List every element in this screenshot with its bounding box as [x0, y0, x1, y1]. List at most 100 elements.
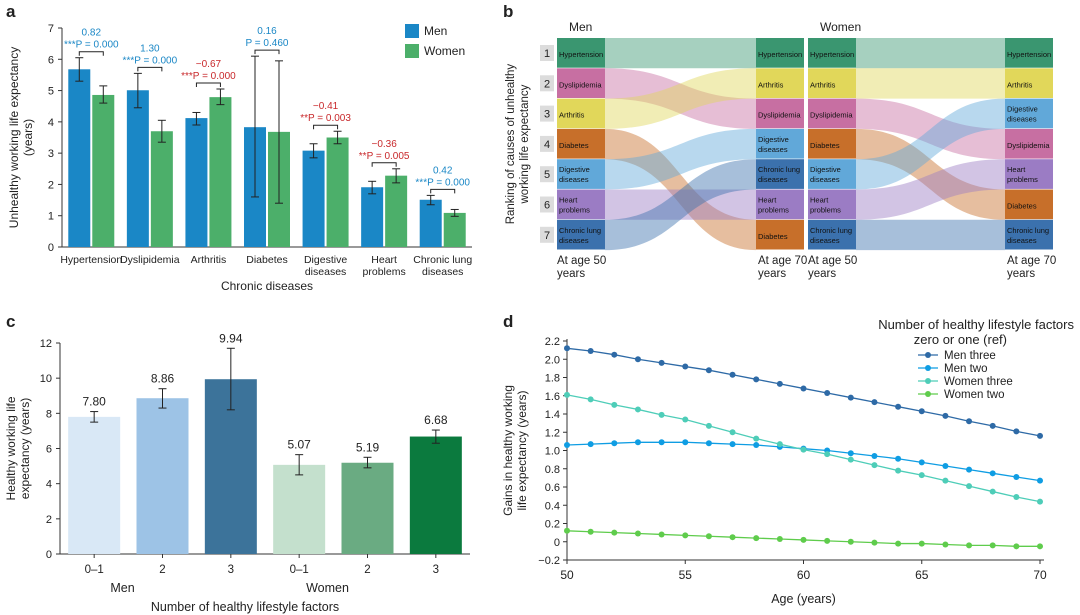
data-point [776, 536, 783, 543]
panel-label-d: d [503, 312, 514, 331]
data-point [753, 435, 760, 442]
data-point [871, 399, 878, 406]
data-point [895, 540, 902, 547]
chart-d-gains-lines: −0.2 0 0.2 0.4 0.6 0.8 1.0 1.2 1.4 1.6 1.8 2.0 2.2 50… [501, 317, 1074, 606]
rank-cell-label: Heart [810, 196, 829, 205]
y-tick-label: 1.8 [545, 373, 560, 385]
age-start-label: At age 50 [557, 255, 606, 267]
rank-cell-label: Diabetes [1007, 202, 1037, 211]
data-point [1037, 477, 1043, 484]
rank-cell [756, 159, 804, 189]
y-axis-title-line: Ranking of causes of unhealthy [505, 64, 517, 225]
data-point [564, 391, 570, 398]
data-point [1037, 543, 1043, 550]
rank-cell-label: Chronic lung [758, 165, 800, 174]
y-axis-title-line: working life expectancy [519, 84, 531, 204]
y-tick-label: 6 [46, 444, 52, 456]
data-point [587, 528, 594, 535]
data-point [682, 439, 689, 446]
rank-cell-label: Diabetes [758, 232, 788, 241]
data-point [611, 401, 618, 408]
p-value-label: **P = 0.005 [359, 151, 410, 162]
rank-number: 5 [544, 169, 550, 181]
rank-cell-label: Chronic lung [810, 226, 852, 235]
x-axis-title: Number of healthy lifestyle factors [151, 600, 339, 614]
data-point [871, 462, 878, 469]
legend-marker [925, 391, 931, 397]
age-end-label: years [758, 268, 786, 280]
rank-cell [756, 128, 804, 159]
age-end-label: At age 70 [758, 255, 807, 267]
y-axis-title: Gains in healthy workinglife expectancy … [501, 385, 529, 516]
rank-cell-label: Dyslipidemia [1007, 141, 1050, 150]
data-point [658, 359, 665, 366]
rank-cell [808, 38, 856, 68]
rank-cell-label: diseases [559, 236, 589, 245]
y-tick-label: 1.2 [545, 427, 560, 439]
data-point [942, 477, 949, 484]
data-point [682, 532, 689, 539]
y-tick-label: 7 [48, 23, 54, 35]
rank-cell-label: Dyslipidemia [758, 111, 801, 120]
flow-band [856, 98, 1005, 190]
y-tick-label: 8 [46, 408, 52, 420]
data-point [895, 403, 902, 410]
data-point [824, 390, 831, 397]
legend-label: Women three [944, 376, 1013, 388]
rank-cell [557, 219, 605, 250]
value-label: 7.80 [82, 395, 106, 409]
rank-badge [540, 135, 554, 152]
rank-cell-label: Dyslipidemia [559, 80, 602, 89]
sex-title: Men [569, 20, 592, 34]
bar [273, 464, 326, 554]
value-label: 5.07 [287, 438, 311, 452]
rank-cell-label: Hypertension [758, 50, 802, 59]
rank-cell-label: Hypertension [810, 50, 854, 59]
rank-cell-label: Digestive [559, 165, 590, 174]
y-tick-label: −0.2 [538, 555, 560, 567]
bar-women [443, 212, 466, 247]
data-point [800, 536, 807, 543]
y-axis-title-line: Unhealthy working life expectancy [7, 47, 21, 228]
bar-men [419, 199, 442, 247]
rank-cell [756, 219, 804, 250]
rank-cell [557, 68, 605, 98]
rank-badge [540, 105, 554, 122]
flow-band [856, 219, 1005, 251]
rank-cell [1005, 98, 1053, 129]
data-point [942, 412, 949, 419]
legend-label: Men two [944, 363, 987, 375]
data-point [611, 440, 618, 447]
rank-cell-label: diseases [559, 175, 589, 184]
data-point [682, 416, 689, 423]
data-point [658, 531, 665, 538]
y-axis-title: Healthy working lifeexpectancy (years) [4, 396, 32, 500]
x-tick-label: 3 [433, 564, 439, 576]
data-point [966, 466, 973, 473]
rank-cell-label: Digestive [1007, 105, 1038, 114]
x-tick-label: problems [363, 266, 406, 278]
value-label: 9.94 [219, 331, 243, 345]
data-point [634, 406, 641, 413]
group-label: Women [306, 581, 349, 595]
y-axis-title-line: Gains in healthy working [501, 385, 515, 516]
rank-number: 1 [544, 48, 550, 60]
legend-marker [925, 365, 931, 371]
rank-cell-label: Heart [559, 196, 578, 205]
rank-cell-label: Chronic lung [559, 226, 601, 235]
rank-cell [756, 38, 804, 68]
bar [68, 416, 121, 554]
rank-cell [808, 219, 856, 250]
chart-b-ranking-flows: Ranking of causes of unhealthy working li… [505, 20, 1056, 280]
rank-cell-label: Chronic lung [1007, 226, 1049, 235]
bar [409, 436, 462, 554]
y-tick-label: 0.2 [545, 519, 560, 531]
data-point [753, 376, 760, 383]
rank-badge [540, 226, 554, 243]
panel-label-c: c [6, 312, 16, 331]
data-point [847, 456, 854, 463]
age-start-label: years [557, 268, 585, 280]
rank-cell [1005, 38, 1053, 68]
rank-number: 6 [544, 200, 550, 212]
y-tick-label: 2.2 [545, 336, 560, 348]
